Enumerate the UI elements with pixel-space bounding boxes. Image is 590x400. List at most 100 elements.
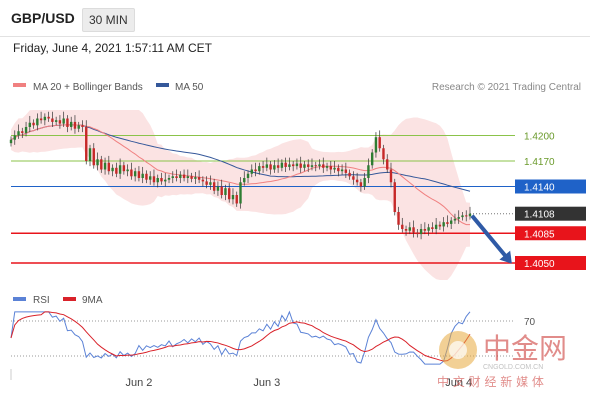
level-label-current: 1.4108 [524,210,555,221]
candle [212,178,216,195]
watermark-url: CNGOLD.COM.CN [483,364,543,371]
candle [393,178,396,216]
candle [111,164,114,177]
candle [412,220,415,238]
candle [156,174,159,188]
candle [179,171,182,184]
candle [359,178,363,192]
candle [228,183,231,203]
level-label-pivot: 1.4140 [524,183,555,194]
candle [9,136,13,147]
candle [81,120,84,133]
candle [235,191,238,207]
level-labels: 1.4200 1.4170 1.4140 1.4108 1.4085 1.4050 [515,132,586,270]
candle [28,115,32,133]
research-credit: Research © 2021 Trading Central [432,82,581,93]
candle [416,229,419,238]
projection-arrow-head [499,250,512,264]
candle [314,161,317,172]
candle [337,164,340,177]
candle [434,217,438,235]
candle [160,172,163,185]
candle [220,179,223,199]
candle [137,166,141,182]
candle [438,221,442,230]
candle [329,161,332,175]
ma20-legend-swatch [13,83,26,87]
candle [465,210,468,222]
candle [378,130,381,152]
candle [389,162,393,188]
level-label-resistance: 1.4200 [524,132,555,143]
candle [182,169,186,182]
candle [122,161,126,175]
candle [431,222,434,233]
candle [265,157,269,172]
candle [152,169,156,186]
candle [216,181,220,196]
rsi-legend-label: RSI [33,295,50,306]
candle [126,164,129,177]
candle [186,169,190,184]
candle [382,144,385,165]
candle [167,174,171,184]
candle [250,164,253,178]
candle [367,158,370,184]
level-badge-support [515,256,586,270]
candle [141,166,144,184]
candle [175,169,178,182]
candle [130,162,133,180]
level-badge-pivot [515,179,586,194]
candle [352,171,355,185]
chart-header: GBP/USD 30 MIN [0,0,590,36]
header-divider [0,36,590,37]
candle [107,155,111,175]
candle [197,170,201,184]
projection-arrow [470,214,512,264]
candle [164,172,167,187]
watermark: 中金网 中 文 财 经 新 媒 体 CNGOLD.COM.CN [437,331,567,389]
candle [273,160,276,173]
timeframe-button[interactable]: 30 MIN [82,8,135,32]
candle [261,161,265,173]
candle [205,176,208,189]
candle [457,210,460,224]
candle [194,172,197,184]
watermark-name: 中金网 [483,332,567,365]
candle [13,130,16,145]
candle [209,175,212,190]
candle [468,206,472,220]
price-levels [11,135,515,264]
candle [254,162,257,177]
candle [88,144,92,167]
candle [47,111,50,122]
x-axis: Jun 2 Jun 3 Jun 4 [125,377,472,389]
watermark-slogan: 中 文 财 经 新 媒 体 [437,374,544,389]
level-label-support: 1.4050 [524,259,555,270]
candle [201,176,205,187]
candle [239,177,242,209]
candle [427,223,430,236]
candle [39,111,43,124]
candle [318,159,321,170]
level-badge-current [515,206,586,221]
currency-pair-title: GBP/USD [11,10,75,26]
candle [32,119,35,129]
level-label-resistance: 1.4170 [524,157,555,168]
candle [73,115,77,134]
candlesticks [9,111,472,240]
candle [54,116,58,126]
candle [77,121,80,133]
candle [280,159,284,172]
candle [284,157,287,173]
ma9-legend-swatch [63,297,76,301]
rsi-70-label: 70 [524,317,536,328]
candle [224,184,227,201]
candle [66,115,69,133]
candle [43,113,47,126]
candle [246,170,250,184]
candle [461,212,464,221]
candle [96,152,99,171]
rsi-series [10,310,471,365]
candle [149,171,152,185]
